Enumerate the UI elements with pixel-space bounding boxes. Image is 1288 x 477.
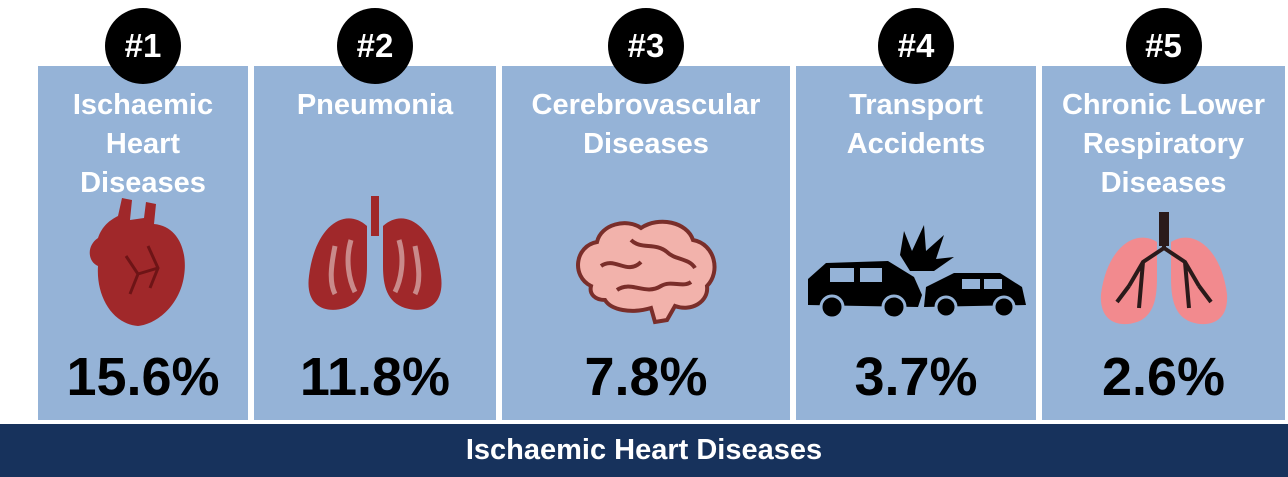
card: #5 Chronic Lower Respiratory Diseases 2.… [1042, 8, 1285, 420]
rank-badge: #5 [1125, 8, 1202, 84]
lungs-icon [1100, 212, 1227, 325]
rank-badge: #4 [878, 8, 954, 84]
heart-icon [89, 198, 185, 326]
rank-badge: #3 [608, 8, 684, 84]
card: #3 Cerebrovascular Diseases 7.8% [502, 8, 790, 420]
card-title: Transport Accidents [846, 89, 986, 160]
card-value: 15.6% [66, 347, 220, 407]
card-title: Chronic Lower Respiratory Diseases [1061, 89, 1265, 199]
lungs-icon [308, 196, 442, 310]
brain-icon [576, 219, 717, 325]
card-title: Pneumonia [296, 89, 454, 121]
rank-badge: #2 [337, 8, 413, 84]
card: #4 Transport Accidents 3.7% [796, 8, 1036, 420]
card-title: Ischaemic Heart Diseases [72, 89, 214, 199]
card-title: Cerebrovascular Diseases [531, 89, 761, 160]
card: #2 Pneumonia 11.8% [254, 8, 496, 420]
footer-bar: Ischaemic Heart Diseases [0, 424, 1288, 477]
rank-badge: #1 [105, 8, 181, 84]
card-value: 7.8% [584, 347, 708, 407]
card: #1 Ischaemic Heart Diseases 15.6% [38, 8, 248, 420]
card-value: 2.6% [1101, 347, 1226, 407]
card-value: 3.7% [854, 347, 978, 407]
card-value: 11.8% [299, 347, 451, 407]
crash-icon [808, 225, 1026, 320]
